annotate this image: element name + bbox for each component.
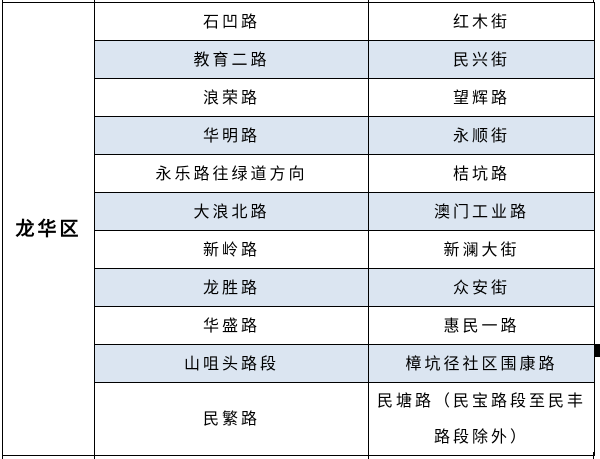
road-cell-primary: 永乐路往绿道方向: [94, 154, 369, 193]
district-cell: 龙华区: [2, 2, 95, 456]
road-table-body: 龙华区 石凹路 红木街 教育二路 民兴街 浪荣路 望辉路 华明路 永顺街 永乐路往绿道方向 桔坑路大…: [2, 2, 595, 456]
table-row: 教育二路 民兴街: [3, 40, 595, 79]
road-cell-secondary: 樟坑径社区围康路: [368, 344, 595, 383]
road-cell-primary: 山咀头路段: [94, 344, 369, 383]
road-cell-primary: 龙胜路: [94, 268, 369, 307]
table-crop-line-top-right: [593, 0, 594, 3]
road-cell-primary: 华盛路: [94, 306, 369, 345]
road-cell-primary: 华明路: [94, 116, 369, 155]
table-row: 华明路 永顺街: [3, 116, 595, 155]
road-cell-secondary: 望辉路: [368, 78, 595, 117]
table-crop-line-bottom-right: [593, 452, 594, 459]
road-cell-secondary: 红木街: [368, 2, 595, 41]
table-crop-line-top-col1: [94, 0, 95, 3]
table-row: 华盛路 惠民一路: [3, 306, 595, 345]
table-row: 民繁路 民塘路（民宝路段至民丰路段除外）: [3, 382, 595, 456]
table-row: 大浪北路 澳门工业路: [3, 192, 595, 231]
road-cell-primary: 新岭路: [94, 230, 369, 269]
table-row: 龙胜路 众安街: [3, 268, 595, 307]
table-crop-line-bottom-col1: [94, 452, 95, 459]
table-row: 浪荣路 望辉路: [3, 78, 595, 117]
table-row: 山咀头路段 樟坑径社区围康路: [3, 344, 595, 383]
road-cell-primary: 民繁路: [94, 382, 369, 456]
road-cell-secondary: 永顺街: [368, 116, 595, 155]
road-cell-primary: 浪荣路: [94, 78, 369, 117]
road-cell-primary: 石凹路: [94, 2, 369, 41]
road-cell-primary: 大浪北路: [94, 192, 369, 231]
table-row: 龙华区 石凹路 红木街: [2, 2, 595, 456]
edge-mark: [595, 344, 600, 357]
road-cell-secondary: 惠民一路: [368, 306, 595, 345]
table-row: 永乐路往绿道方向 桔坑路: [3, 154, 595, 193]
road-cell-secondary: 民兴街: [368, 40, 595, 79]
road-cell-secondary: 众安街: [368, 268, 595, 307]
road-table: 龙华区 石凹路 红木街 教育二路 民兴街 浪荣路 望辉路 华明路 永顺街 永乐路往绿道方向 桔坑路大…: [2, 2, 595, 456]
table-row: 新岭路 新澜大街: [3, 230, 595, 269]
road-cell-secondary: 澳门工业路: [368, 192, 595, 231]
table-crop-line-top-col2: [368, 0, 369, 3]
road-cell-secondary: 民塘路（民宝路段至民丰路段除外）: [368, 382, 595, 456]
table-crop-line-bottom-col2: [368, 452, 369, 459]
road-cell-secondary: 桔坑路: [368, 154, 595, 193]
table-crop-line-bottom-left: [2, 452, 3, 459]
road-cell-secondary: 新澜大街: [368, 230, 595, 269]
table-crop-line-top-left: [2, 0, 3, 3]
road-cell-primary: 教育二路: [94, 40, 369, 79]
